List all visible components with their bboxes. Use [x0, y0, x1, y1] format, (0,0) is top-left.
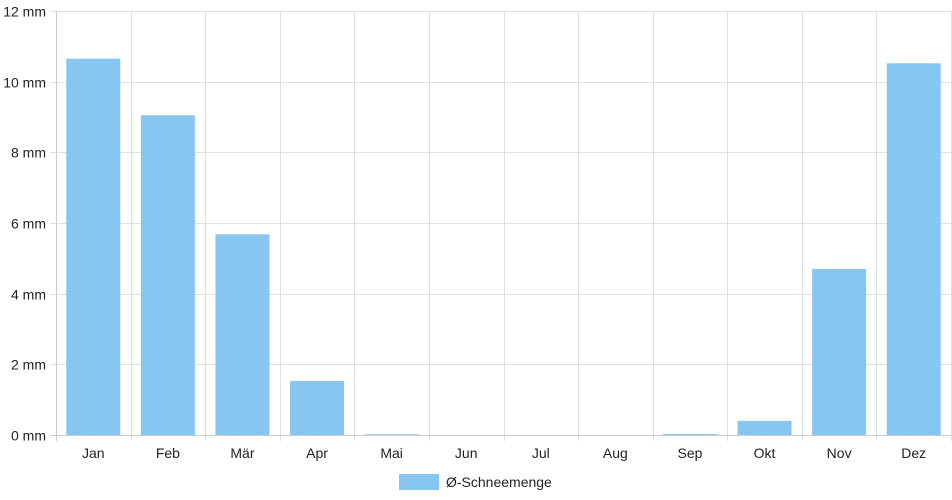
x-tick-label: Okt: [754, 445, 776, 461]
x-tick-label: Sep: [677, 445, 702, 461]
bar[interactable]: [290, 380, 345, 435]
bar[interactable]: [886, 63, 941, 435]
x-tick-label: Nov: [827, 445, 852, 461]
y-tick-label: 2 mm: [11, 357, 46, 373]
x-tick-label: Apr: [306, 445, 328, 461]
bar[interactable]: [140, 115, 195, 435]
bar[interactable]: [812, 268, 867, 435]
y-tick-label: 10 mm: [3, 75, 46, 91]
bar[interactable]: [364, 434, 419, 435]
x-tick-label: Mai: [380, 445, 403, 461]
x-tick-label: Dez: [901, 445, 926, 461]
y-tick-label: 8 mm: [11, 145, 46, 161]
x-tick-label: Feb: [156, 445, 180, 461]
y-tick-label: 0 mm: [11, 428, 46, 444]
bar[interactable]: [737, 420, 792, 435]
x-tick-label: Jul: [532, 445, 550, 461]
y-axis-ticks: 0 mm 2 mm 4 mm 6 mm 8 mm 10 mm 12 mm: [3, 4, 46, 444]
axes: [50, 11, 951, 441]
grid-lines: [50, 11, 952, 441]
x-axis-ticks: Jan Feb Mär Apr Mai Jun Jul Aug Sep Okt Nov Dez: [82, 445, 926, 461]
x-tick-label: Jan: [82, 445, 105, 461]
bar[interactable]: [662, 433, 717, 435]
x-tick-label: Aug: [603, 445, 628, 461]
legend-label[interactable]: Ø-Schneemenge: [446, 474, 552, 490]
legend[interactable]: Ø-Schneemenge: [399, 474, 552, 490]
bar[interactable]: [215, 234, 270, 435]
x-tick-label: Jun: [455, 445, 478, 461]
x-tick-label: Mär: [230, 445, 254, 461]
y-tick-label: 4 mm: [11, 287, 46, 303]
y-tick-label: 12 mm: [3, 4, 46, 20]
bars: [66, 58, 941, 435]
bar[interactable]: [66, 58, 121, 435]
legend-swatch[interactable]: [399, 474, 439, 490]
y-tick-label: 6 mm: [11, 216, 46, 232]
